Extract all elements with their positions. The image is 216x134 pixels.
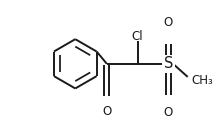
Text: O: O: [164, 16, 173, 29]
Text: O: O: [164, 106, 173, 119]
Text: CH₃: CH₃: [192, 74, 213, 87]
Text: O: O: [102, 105, 111, 118]
Text: S: S: [164, 56, 173, 71]
Text: Cl: Cl: [132, 30, 143, 43]
